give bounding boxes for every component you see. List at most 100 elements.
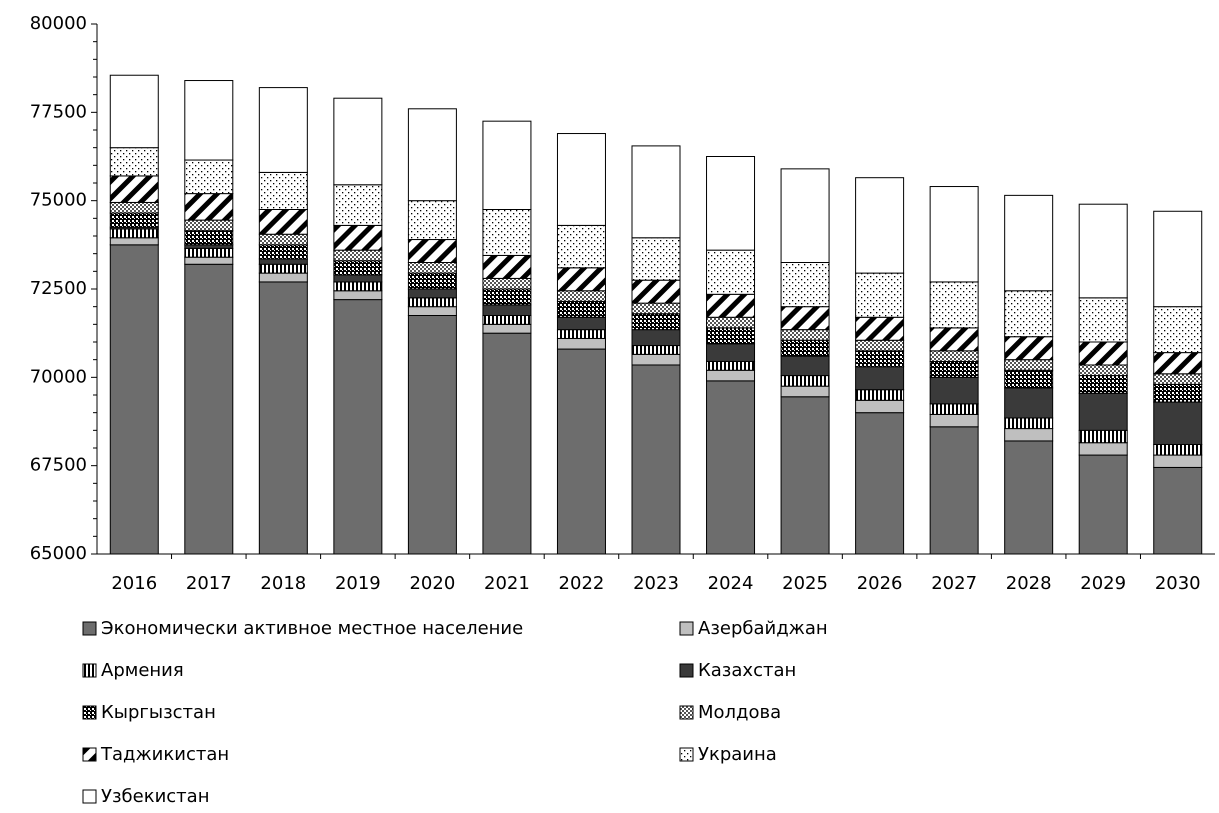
bar-segment — [929, 186, 979, 283]
bar-segment — [184, 80, 234, 161]
bar-segment — [482, 332, 532, 555]
bar-segment — [855, 366, 905, 391]
bar-segment — [929, 426, 979, 555]
bar-segment — [929, 327, 979, 352]
bar-segment — [1004, 440, 1054, 555]
x-tick-label: 2026 — [857, 573, 903, 594]
bar-segment — [1004, 428, 1054, 442]
bar-segment — [780, 355, 830, 377]
x-tick-label: 2030 — [1155, 573, 1201, 594]
x-tick-label: 2019 — [335, 573, 381, 594]
bar-segment — [407, 288, 457, 299]
legend-label: Молдова — [698, 702, 781, 723]
bar-segment — [482, 315, 532, 325]
bar-segment — [556, 224, 606, 269]
bar-segment — [258, 281, 308, 555]
bar-segment — [1078, 297, 1128, 343]
bar-segment — [109, 74, 159, 149]
bar-segment — [482, 120, 532, 210]
bar-segment — [1078, 454, 1128, 555]
bar-segment — [184, 219, 234, 232]
bar-segment — [1078, 341, 1128, 366]
bar-segment — [780, 339, 830, 357]
bar-segment — [1153, 383, 1203, 403]
bar-segment — [407, 315, 457, 555]
bar-segment — [631, 345, 681, 355]
x-tick-label: 2028 — [1006, 573, 1052, 594]
bar-segment — [109, 237, 159, 246]
bar-segment — [706, 316, 756, 329]
legend-swatch — [679, 621, 694, 636]
y-tick-label: 70000 — [30, 366, 87, 387]
bar-segment — [1153, 443, 1203, 456]
bar-segment — [184, 193, 234, 221]
bar-segment — [706, 293, 756, 318]
bar-segment — [855, 339, 905, 352]
bar-segment — [929, 350, 979, 362]
legend-label: Узбекистан — [101, 786, 209, 807]
legend-label: Армения — [101, 660, 184, 681]
bar-segment — [780, 262, 830, 308]
x-tick-label: 2017 — [186, 573, 232, 594]
bar-segment — [1004, 336, 1054, 361]
legend-swatch — [679, 705, 694, 720]
bar-segment — [631, 237, 681, 281]
bar-segment — [1153, 306, 1203, 354]
legend-label: Кыргызстан — [101, 702, 216, 723]
bar-segment — [482, 323, 532, 334]
bar-segment — [929, 360, 979, 378]
legend-label: Таджикистан — [100, 744, 229, 765]
legend-swatch — [679, 663, 694, 678]
bar-segment — [258, 244, 308, 260]
bar-segment — [631, 313, 681, 331]
x-tick-label: 2024 — [708, 573, 754, 594]
bar-segment — [855, 389, 905, 401]
x-tick-label: 2023 — [633, 573, 679, 594]
bar-segment — [333, 97, 383, 186]
bar-segment — [706, 343, 756, 362]
bar-segment — [407, 272, 457, 290]
bar-segment — [1004, 194, 1054, 292]
legend-swatch — [82, 789, 97, 804]
x-tick-label: 2027 — [931, 573, 977, 594]
bar-segment — [631, 145, 681, 239]
y-tick-label: 67500 — [30, 455, 87, 476]
bar-segment — [258, 233, 308, 246]
bar-segment — [407, 297, 457, 308]
legend-label: Экономически активное местное население — [101, 618, 523, 639]
bar-segment — [333, 290, 383, 301]
bar-segment — [184, 256, 234, 265]
bar-segment — [1004, 359, 1054, 371]
bar-segment — [109, 228, 159, 239]
bar-segment — [855, 272, 905, 318]
bar-segment — [333, 299, 383, 555]
bar-segment — [407, 239, 457, 264]
y-tick-label: 80000 — [30, 13, 87, 34]
bar-segment — [333, 281, 383, 292]
bar-segment — [631, 353, 681, 366]
bar-segment — [1078, 429, 1128, 444]
bar-segment — [482, 209, 532, 256]
bar-segment — [482, 254, 532, 279]
legend-swatch — [82, 663, 97, 678]
bar-segment — [706, 360, 756, 371]
x-tick-label: 2018 — [260, 573, 306, 594]
legend-swatch — [679, 747, 694, 762]
y-tick-label: 65000 — [30, 543, 87, 564]
bar-segment — [780, 375, 830, 387]
bar-segment — [333, 274, 383, 283]
x-tick-label: 2020 — [409, 573, 455, 594]
bar-segment — [556, 337, 606, 350]
legend-label: Украина — [698, 744, 777, 765]
bar-segment — [780, 396, 830, 555]
bar-segment — [184, 247, 234, 258]
y-tick-label: 77500 — [30, 101, 87, 122]
bar-segment — [1153, 352, 1203, 375]
bar-segment — [706, 249, 756, 295]
bar-segment — [780, 385, 830, 398]
bar-segment — [1078, 375, 1128, 394]
bar-segment — [556, 133, 606, 226]
bar-segment — [407, 200, 457, 241]
bar-segment — [482, 288, 532, 306]
